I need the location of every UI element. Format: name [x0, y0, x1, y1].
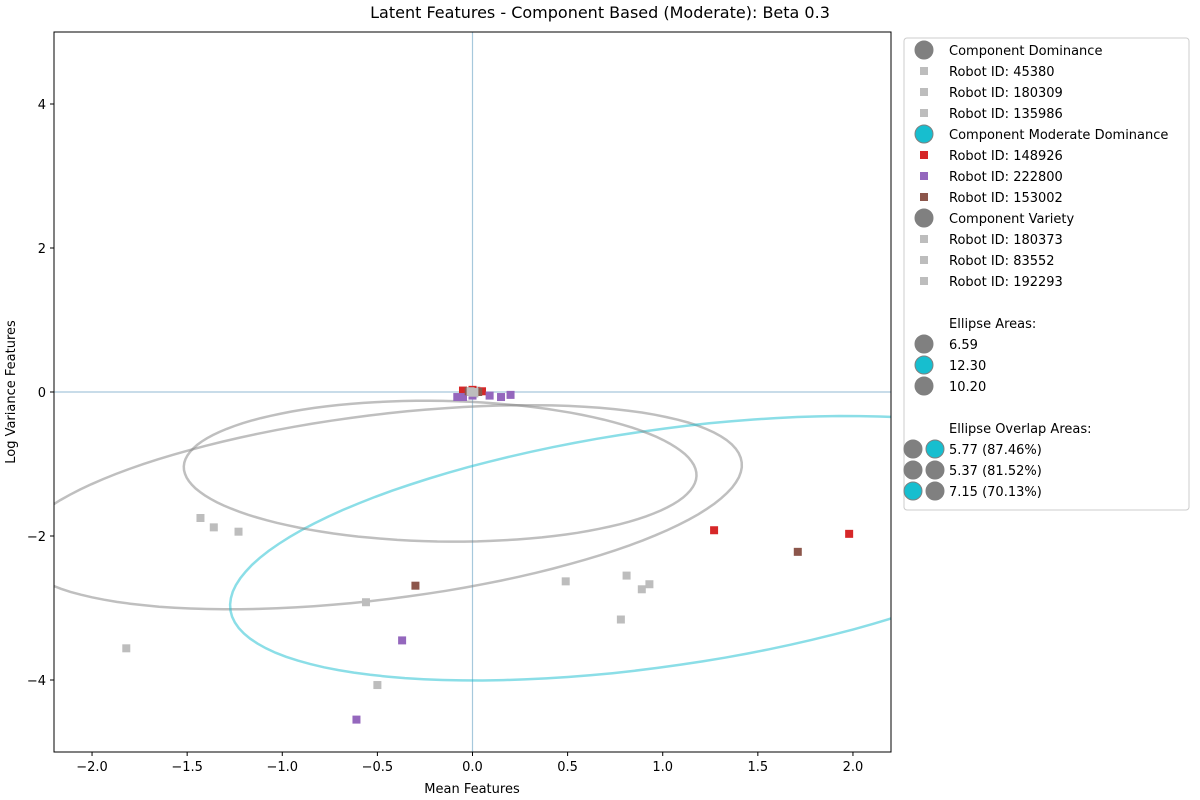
y-tick-label: 4	[38, 98, 46, 113]
x-axis-label: Mean Features	[424, 782, 520, 797]
ellipse-2	[228, 414, 891, 682]
point-g1-s2-4	[645, 580, 654, 589]
ellipse-1	[54, 403, 744, 611]
point-g2-s1-3	[458, 386, 467, 395]
legend-label: 5.37 (81.52%)	[949, 464, 1042, 479]
point-g1-s1-4	[122, 644, 131, 653]
x-tick-label: 2.0	[843, 760, 864, 775]
legend-square-marker	[920, 67, 928, 75]
legend-label: 5.77 (87.46%)	[949, 443, 1042, 458]
y-tick-label: 0	[38, 386, 46, 401]
point-g1-s1-5	[361, 598, 370, 607]
point-g1-s1-1	[196, 514, 205, 522]
x-tick-label: 0.0	[462, 760, 483, 775]
legend-square-marker	[920, 193, 928, 201]
legend-circle-marker	[914, 355, 934, 375]
legend-circle-marker	[914, 208, 934, 228]
legend-label: 12.30	[949, 359, 986, 374]
chart-title: Latent Features - Component Based (Moder…	[370, 3, 830, 22]
x-tick-label: −1.0	[266, 760, 298, 775]
x-tick-label: −2.0	[76, 760, 108, 775]
point-g1-s2-2	[622, 571, 631, 580]
y-tick-label: −2	[27, 530, 46, 545]
legend-overlap-marker-b	[925, 460, 945, 480]
legend-square-marker	[920, 235, 928, 243]
legend-overlap-marker-b	[925, 439, 945, 459]
legend-label: Robot ID: 222800	[949, 170, 1063, 185]
legend-label: Robot ID: 153002	[949, 191, 1063, 206]
plot-area: −2.0 −1.5 −1.0 −0.5 0.0 0.5 1.0 1.5 2.0 −4 −2 0 2 4	[27, 31, 892, 775]
point-g1-s1-3	[234, 527, 243, 536]
point-g2-s2-2	[352, 715, 361, 724]
legend-label: Ellipse Areas:	[949, 317, 1036, 332]
legend-label: Robot ID: 135986	[949, 107, 1063, 122]
x-tick-label: 0.5	[557, 760, 578, 775]
ellipse-3	[182, 399, 698, 543]
x-tick-label: 1.5	[747, 760, 768, 775]
point-g2-s2-4	[458, 393, 467, 402]
legend-label: 7.15 (70.13%)	[949, 485, 1042, 500]
point-g1-s2-5	[616, 615, 625, 624]
legend: Component Dominance Robot ID: 45380 Robot …	[903, 37, 1190, 511]
legend-square-marker	[920, 109, 928, 117]
legend-label: Robot ID: 83552	[949, 254, 1055, 269]
legend-square-marker	[920, 256, 928, 264]
point-g1-s2-1	[561, 577, 570, 586]
legend-overlap-marker-a	[903, 481, 923, 501]
point-g1-s1-2	[209, 523, 218, 532]
x-tick-label: 1.0	[652, 760, 673, 775]
legend-label: Component Variety	[949, 212, 1075, 227]
legend-overlap-marker-b	[925, 481, 945, 501]
y-axis-label: Log Variance Features	[4, 320, 19, 464]
point-g2-s2-6	[497, 393, 506, 402]
legend-square-marker	[920, 172, 928, 180]
y-tick-label: −4	[27, 674, 46, 689]
y-tick-label: 2	[38, 242, 46, 257]
point-g2-s3-2	[793, 547, 802, 556]
point-g2-s2-1	[398, 636, 407, 645]
point-g2-s1-2	[845, 529, 854, 538]
point-g2-s2-5	[485, 391, 494, 400]
legend-label: Component Dominance	[949, 44, 1102, 59]
legend-circle-marker	[914, 124, 934, 144]
legend-overlap-marker-a	[903, 460, 923, 480]
point-g2-s2-7	[506, 390, 515, 399]
legend-square-marker	[920, 151, 928, 159]
legend-circle-marker	[914, 376, 934, 396]
point-g2-s3-1	[411, 581, 420, 590]
legend-overlap-marker-a	[903, 439, 923, 459]
legend-label: Robot ID: 192293	[949, 275, 1063, 290]
legend-label: Robot ID: 45380	[949, 65, 1055, 80]
x-tick-label: −1.5	[171, 760, 203, 775]
point-g3-s3-1	[468, 388, 477, 397]
x-tick-label: −0.5	[362, 760, 394, 775]
legend-label: 10.20	[949, 380, 986, 395]
legend-label: Component Moderate Dominance	[949, 128, 1168, 143]
legend-square-marker	[920, 277, 928, 285]
point-g1-s2-3	[637, 585, 646, 594]
point-g2-s2-3	[453, 393, 462, 402]
legend-label: Robot ID: 180309	[949, 86, 1063, 101]
legend-label: Ellipse Overlap Areas:	[949, 422, 1092, 437]
plot-marks	[54, 385, 891, 724]
legend-label: 6.59	[949, 338, 978, 353]
legend-label: Robot ID: 148926	[949, 149, 1063, 164]
legend-circle-marker	[914, 334, 934, 354]
point-g2-s1-1	[710, 526, 719, 535]
legend-box	[903, 37, 1190, 511]
legend-circle-marker	[914, 40, 934, 60]
legend-label: Robot ID: 180373	[949, 233, 1063, 248]
point-g1-s1-6	[373, 681, 382, 690]
legend-square-marker	[920, 88, 928, 96]
